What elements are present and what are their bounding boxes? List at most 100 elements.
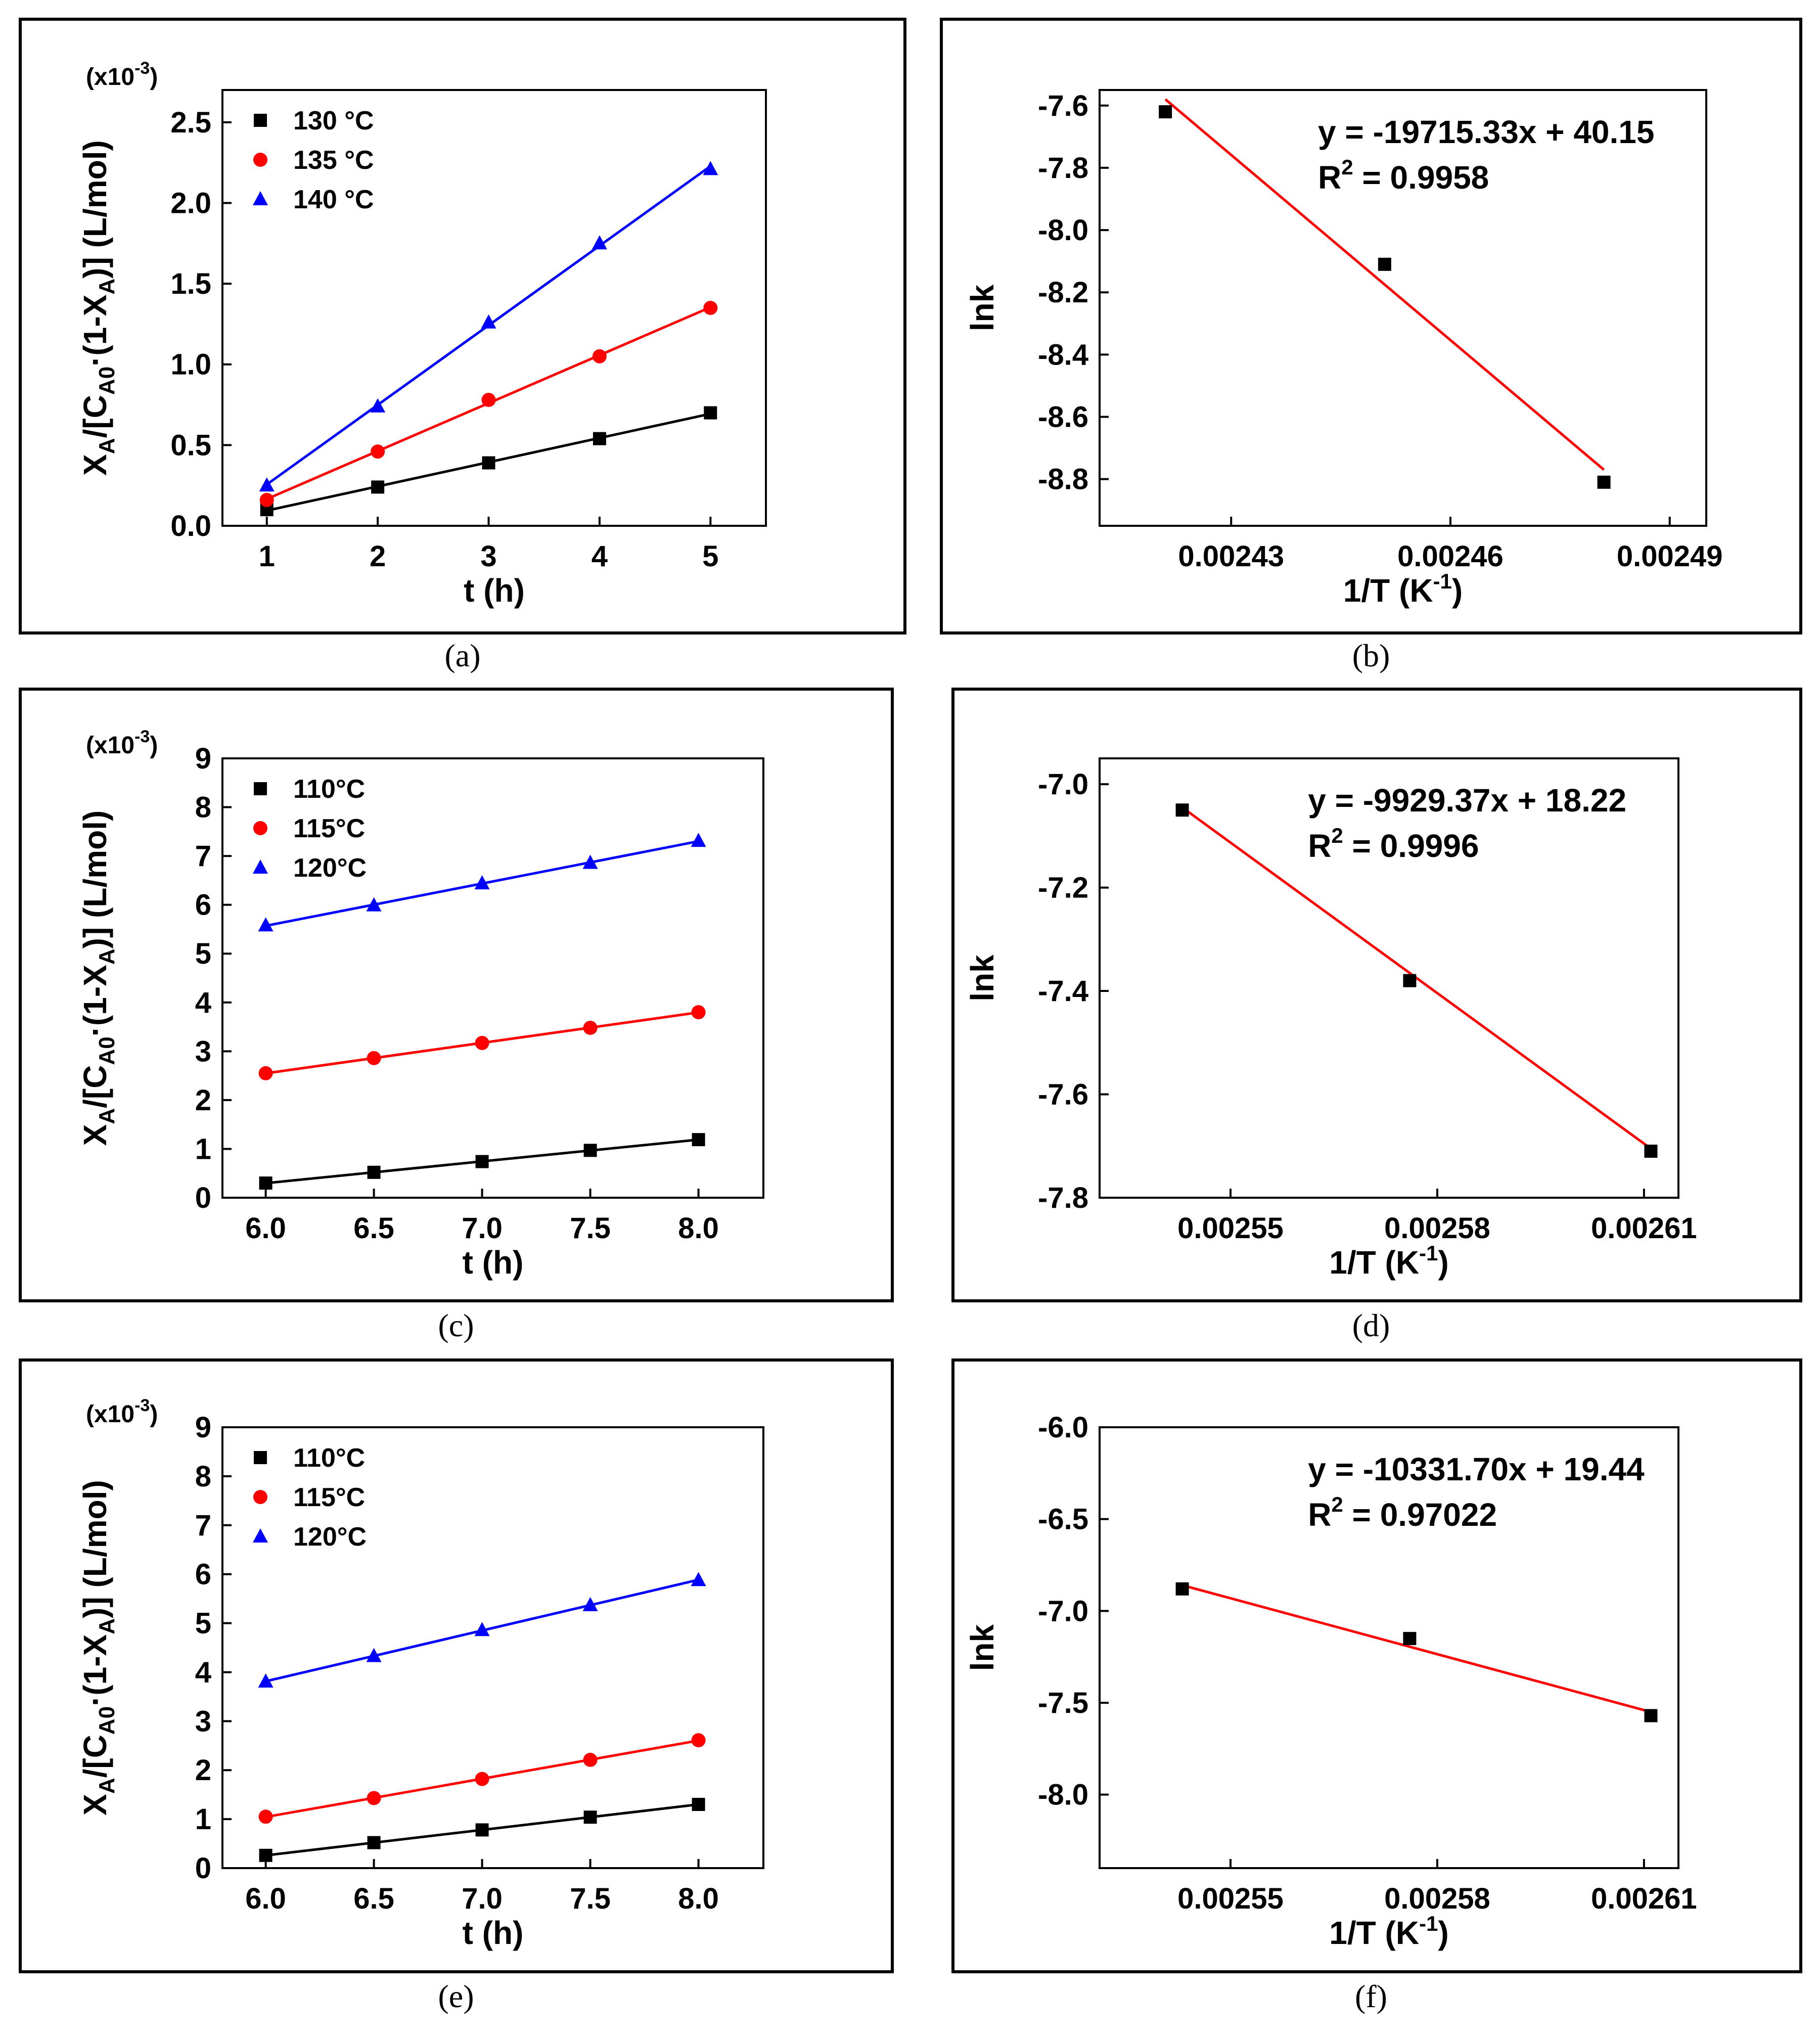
x-tick-label: 0.00261: [1591, 1212, 1697, 1245]
x-tick-label: 0.00249: [1617, 540, 1723, 573]
legend-marker: [253, 1490, 267, 1504]
data-point: [475, 1823, 489, 1837]
x-axis-label: t (h): [463, 1244, 524, 1281]
x-axis-label-exponent: -1: [1419, 1912, 1438, 1935]
data-point: [1644, 1709, 1658, 1723]
y-tick-label: 1.5: [170, 267, 211, 300]
x-axis-label: 1/T (K-1): [1329, 1241, 1448, 1281]
x-tick-label: 5: [702, 540, 718, 573]
data-point: [691, 833, 706, 847]
panel-frame: [951, 1358, 1802, 1973]
x-tick-label: 0.00258: [1384, 1212, 1490, 1245]
data-point: [258, 1066, 273, 1080]
data-point: [703, 161, 718, 175]
data-point: [258, 1673, 274, 1688]
legend-label: 140 °C: [293, 185, 374, 214]
panel-caption: (f): [1355, 1978, 1387, 2014]
series-0: 130 °C: [254, 106, 717, 517]
x-axis-label-close: ): [1438, 1244, 1448, 1281]
y-tick-label: 9: [195, 742, 211, 775]
y-axis-label-part: ·(1-X: [77, 294, 113, 367]
y-tick-label: 2.5: [170, 106, 211, 139]
y-tick-label: -7.6: [1038, 89, 1088, 122]
y-tick-label: 0: [195, 1182, 211, 1214]
y-tick-label: 0.0: [170, 510, 211, 542]
data-point: [366, 1648, 382, 1662]
x-axis-label: 1/T (K-1): [1329, 1912, 1448, 1951]
legend-marker: [253, 821, 267, 835]
axis-multiplier-exponent: -3: [134, 727, 150, 746]
y-tick-label: -8.4: [1038, 338, 1088, 371]
data-point: [482, 456, 495, 470]
axis-multiplier-close: ): [150, 1401, 158, 1428]
y-axis-label-part: )] (L/mol): [77, 140, 113, 279]
legend-marker: [254, 782, 267, 795]
data-point: [259, 1848, 272, 1862]
data-point: [366, 897, 382, 912]
y-tick-label: 1: [195, 1803, 211, 1836]
y-axis-label: lnk: [964, 955, 1000, 1002]
data-point: [474, 1622, 490, 1637]
legend-label: 135 °C: [293, 146, 374, 175]
y-tick-label: -8.6: [1038, 401, 1088, 434]
y-axis-label-subscript: A: [95, 948, 119, 965]
data-point: [1597, 475, 1611, 489]
data-point: [703, 301, 718, 315]
data-point: [691, 1005, 706, 1020]
axis-multiplier: (x10-3): [86, 59, 158, 90]
data-point: [592, 235, 607, 250]
x-axis-label-close: ): [1452, 572, 1463, 609]
data-point: [481, 392, 496, 407]
panel-frame: [951, 688, 1802, 1302]
x-tick-label: 2: [370, 540, 386, 573]
x-tick-label: 4: [592, 540, 608, 573]
y-tick-label: 2.0: [170, 187, 211, 219]
panel-frame: [19, 18, 906, 635]
chart-d: 0.00255 0.00258 0.00261 -7.0 -7.2 -7.4 -7.6 -7.…: [951, 688, 1802, 1302]
y-axis-label: XA/[CA0·(1-XA)] (L/mol): [77, 140, 119, 476]
legend-marker: [253, 1528, 268, 1543]
x-tick-label: 6.0: [245, 1212, 286, 1245]
y-axis-label: XA/[CA0·(1-XA)] (L/mol): [77, 1480, 119, 1816]
y-tick-label: 8: [195, 791, 211, 824]
r-squared: R2 = 0.9958: [1318, 155, 1489, 196]
panel-caption: (b): [1352, 638, 1390, 673]
data-point: [704, 406, 717, 420]
y-axis-label-part: )] (L/mol): [77, 810, 113, 949]
panel-caption: (d): [1352, 1307, 1390, 1343]
data-point: [475, 1772, 489, 1786]
x-tick-label: 6.5: [353, 1882, 394, 1915]
y-axis-label-part: /[C: [77, 1065, 113, 1108]
y-axis-label-part: )] (L/mol): [77, 1480, 113, 1618]
y-axis-label-subscript: A0: [95, 1036, 119, 1065]
r-squared-value: = 0.9996: [1343, 828, 1479, 864]
x-axis-label-exponent: -1: [1419, 1241, 1438, 1265]
legend-label: 130 °C: [293, 106, 374, 135]
y-axis-label-part: ·(1-X: [77, 965, 113, 1037]
series-2: 140 °C: [253, 161, 718, 492]
data-point: [1378, 257, 1391, 271]
y-axis-label-subscript: A: [95, 1108, 119, 1124]
data-point: [481, 314, 496, 329]
y-tick-label: -7.2: [1038, 872, 1088, 904]
legend-marker: [254, 1451, 267, 1464]
legend-label: 115°C: [293, 1483, 365, 1512]
x-tick-label: 0.00255: [1177, 1212, 1284, 1245]
x-axis-label: t (h): [464, 572, 525, 609]
legend-marker: [253, 859, 268, 874]
panel-caption: (e): [438, 1978, 474, 2014]
data-point: [371, 444, 385, 459]
y-tick-label: 8: [195, 1460, 211, 1493]
y-tick-label: 2: [195, 1084, 211, 1117]
y-axis-label-subscript: A: [95, 1778, 119, 1794]
data-point: [582, 854, 598, 869]
data-point: [371, 480, 385, 494]
x-tick-label: 8.0: [678, 1212, 719, 1245]
data-point: [1644, 1144, 1658, 1158]
y-axis-label-part: /[C: [77, 1735, 113, 1778]
legend-label: 115°C: [293, 814, 365, 843]
data-point: [583, 1752, 598, 1767]
y-axis-label-subscript: A: [95, 1618, 119, 1635]
data-point: [592, 349, 607, 364]
